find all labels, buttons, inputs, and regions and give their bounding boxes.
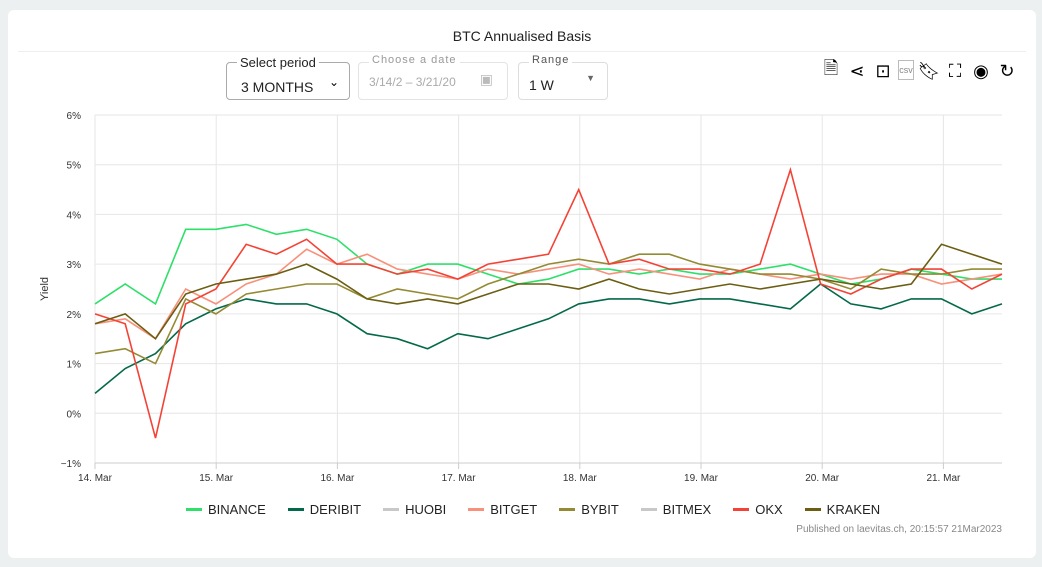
date-value: 3/14/2 – 3/21/20	[369, 75, 456, 89]
legend-label: DERIBIT	[309, 502, 362, 517]
legend-swatch	[468, 508, 485, 511]
divider	[18, 51, 1026, 52]
eye-icon[interactable]: ◉	[973, 60, 989, 81]
x-tick-label: 17. Mar	[442, 473, 477, 484]
legend-label: BITGET	[490, 502, 538, 517]
chart-card: BTC Annualised Basis Select period 3 MON…	[8, 10, 1036, 558]
range-label: Range	[529, 54, 573, 66]
legend-swatch	[559, 508, 576, 511]
legend-label: BINANCE	[208, 502, 266, 517]
legend-item-okx[interactable]: OKX	[733, 502, 783, 517]
legend-swatch	[287, 508, 304, 511]
legend-swatch	[804, 508, 821, 511]
y-tick-label: 3%	[67, 260, 82, 271]
range-value: 1 W	[529, 77, 554, 93]
published-note: Published on laevitas.ch, 20:15:57 21Mar…	[796, 524, 1002, 535]
calendar-icon[interactable]: ▣	[479, 71, 493, 87]
y-tick-label: 5%	[67, 161, 82, 172]
y-axis-label: Yield	[39, 277, 51, 301]
fullscreen-icon[interactable]: ⛶	[948, 60, 962, 81]
legend-swatch	[383, 508, 400, 511]
caret-down-icon: ▼	[586, 73, 595, 83]
legend: BINANCE DERIBIT HUOBI BITGET BYBIT BITMEX OKX K…	[186, 502, 880, 517]
legend-swatch	[640, 508, 657, 511]
chevron-down-icon: ⌄	[328, 75, 339, 89]
x-tick-label: 19. Mar	[684, 473, 719, 484]
series-line-bybit	[94, 253, 1002, 365]
chart-title: BTC Annualised Basis	[452, 28, 592, 44]
x-tick-label: 21. Mar	[926, 473, 961, 484]
period-value: 3 MONTHS	[241, 79, 314, 95]
legend-item-kraken[interactable]: KRAKEN	[804, 502, 881, 517]
legend-item-bybit[interactable]: BYBIT	[559, 502, 619, 517]
y-tick-label: 2%	[67, 310, 82, 321]
x-tick-label: 20. Mar	[805, 473, 840, 484]
legend-item-huobi[interactable]: HUOBI	[383, 502, 446, 517]
legend-item-bitget[interactable]: BITGET	[468, 502, 537, 517]
bookmark-icon[interactable]: 🔖︎	[917, 60, 941, 81]
legend-label: BITMEX	[662, 502, 712, 517]
y-tick-label: 4%	[67, 210, 82, 221]
x-tick-label: 18. Mar	[563, 473, 598, 484]
x-tick-label: 16. Mar	[320, 473, 355, 484]
legend-item-binance[interactable]: BINANCE	[186, 502, 266, 517]
y-tick-label: −1%	[61, 459, 81, 470]
legend-item-deribit[interactable]: DERIBIT	[287, 502, 362, 517]
period-label: Select period	[237, 55, 319, 70]
share-icon[interactable]: ⋖	[849, 60, 865, 81]
x-tick-label: 15. Mar	[199, 473, 234, 484]
image-export-icon[interactable]: ⊡	[875, 60, 891, 81]
legend-swatch	[733, 508, 750, 511]
legend-label: BYBIT	[581, 502, 619, 517]
y-tick-label: 0%	[67, 409, 82, 420]
legend-label: HUOBI	[405, 502, 447, 517]
csv-icon[interactable]: csv	[898, 60, 914, 80]
date-picker[interactable]: Choose a date 3/14/2 – 3/21/20 ▣	[358, 54, 508, 100]
legend-swatch	[186, 508, 202, 511]
toolbar: 🗎 ⋖ ⊡ csv 🔖︎ ⛶ ◉ ↻	[820, 58, 1018, 82]
legend-label: KRAKEN	[826, 502, 881, 517]
x-tick-label: 14. Mar	[78, 473, 113, 484]
dollar-doc-icon[interactable]: 🗎	[823, 58, 839, 78]
refresh-icon[interactable]: ↻	[999, 60, 1015, 81]
y-tick-label: 6%	[67, 111, 82, 122]
period-select[interactable]: Select period 3 MONTHS ⌄	[226, 55, 350, 100]
series-line-deribit	[94, 283, 1003, 395]
date-label: Choose a date	[369, 54, 460, 66]
legend-item-bitmex[interactable]: BITMEX	[640, 502, 712, 517]
range-select[interactable]: Range 1 W ▼	[518, 54, 608, 100]
y-tick-label: 1%	[67, 360, 82, 371]
legend-label: OKX	[755, 502, 783, 517]
series-line-kraken	[94, 243, 1003, 340]
series-line-bitget	[94, 248, 1003, 340]
series-line-okx	[94, 166, 1003, 439]
